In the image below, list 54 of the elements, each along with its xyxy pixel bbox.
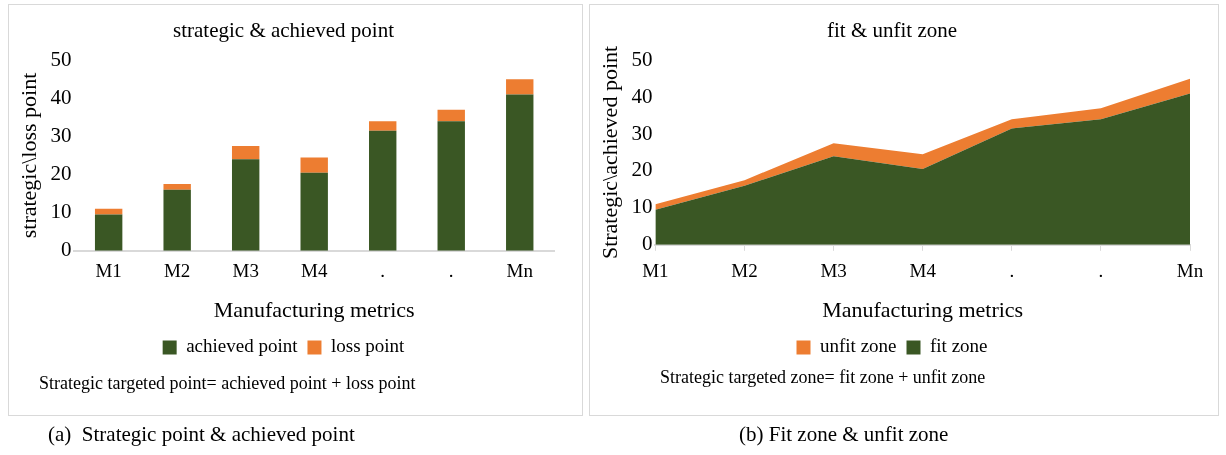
legend-label: achieved point <box>186 335 299 357</box>
y-tick-label: 30 <box>50 122 72 147</box>
x-tick-label: . <box>448 260 454 282</box>
y-tick-label: 10 <box>50 199 72 224</box>
text: Strategic targeted zone= fit zone + unfit zone <box>659 367 987 388</box>
bar <box>231 159 260 251</box>
x-tick-label: . <box>1009 260 1015 282</box>
y-tick-label: 40 <box>50 84 72 109</box>
legend-label: unfit zone <box>820 335 897 357</box>
bar <box>437 121 465 251</box>
y-axis-title: Strategic\achieved point <box>596 45 622 260</box>
y-tick-label: 0 <box>60 237 72 262</box>
bar <box>506 94 534 251</box>
bar <box>163 189 191 251</box>
x-axis-title: Manufacturing metrics <box>213 296 415 322</box>
y-tick-label: 10 <box>631 194 653 219</box>
y-tick-label: 40 <box>631 83 653 108</box>
x-tick-label: Mn <box>506 260 534 282</box>
bar <box>163 184 191 190</box>
x-axis-title: Manufacturing metrics <box>822 296 1024 322</box>
bar <box>94 214 123 251</box>
bar <box>369 130 397 251</box>
x-tick-label: M3 <box>820 260 847 282</box>
legend-label: loss point <box>330 335 406 357</box>
y-axis-title: strategic\loss point <box>15 72 41 239</box>
bar <box>300 157 328 173</box>
x-tick-label: M2 <box>731 260 758 282</box>
x-tick-label: M1 <box>642 260 669 282</box>
text: (a) Strategic point & achieved point <box>47 421 356 447</box>
bar <box>231 145 260 160</box>
y-tick-label: 20 <box>50 161 72 186</box>
bar <box>300 172 328 251</box>
x-tick-label: . <box>380 260 386 282</box>
chart-title: fit & unfit zone <box>826 18 958 43</box>
text: (b) Fit zone & unfit zone <box>738 421 950 447</box>
x-tick-label: M2 <box>163 260 191 282</box>
legend-label: fit zone <box>930 335 988 357</box>
bar <box>506 79 534 95</box>
y-tick-label: 50 <box>50 46 72 71</box>
x-tick-label: . <box>1098 260 1104 282</box>
bar <box>94 208 123 215</box>
x-tick-label: M4 <box>301 260 328 282</box>
text: Strategic targeted point= achieved point + loss point <box>38 372 417 394</box>
x-tick-label: Mn <box>1176 260 1204 282</box>
y-tick-label: 0 <box>641 231 653 256</box>
bar <box>437 109 465 122</box>
y-tick-label: 30 <box>631 120 653 145</box>
chart-title: strategic & achieved point <box>172 18 395 43</box>
x-tick-label: M4 <box>909 260 937 282</box>
bar <box>369 121 397 131</box>
x-tick-label: M1 <box>95 260 122 282</box>
y-tick-label: 50 <box>631 46 653 71</box>
y-tick-label: 20 <box>631 157 653 182</box>
x-tick-label: M3 <box>232 260 259 282</box>
